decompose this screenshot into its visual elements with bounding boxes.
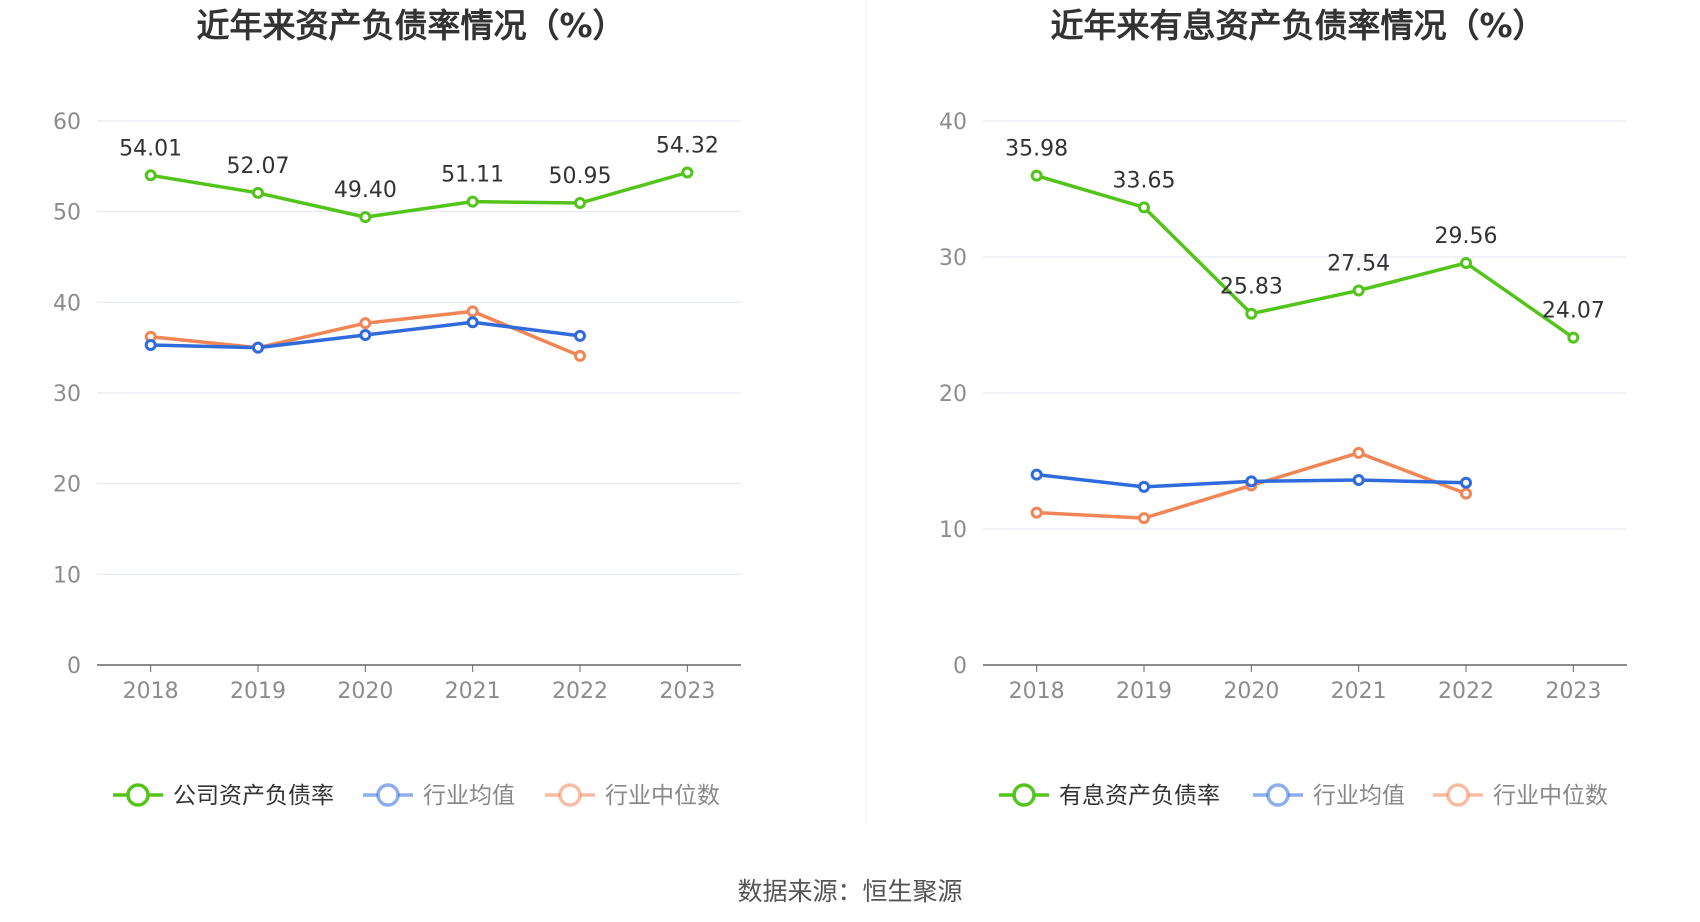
data-label: 27.54 [1327, 251, 1390, 276]
x-tick-label: 2021 [1331, 679, 1387, 704]
y-tick-label: 20 [939, 382, 967, 407]
legend-label: 行业均值 [1313, 783, 1405, 809]
x-tick-label: 2019 [230, 679, 286, 704]
data-point [1138, 512, 1150, 525]
legend-label: 有息资产负债率 [1059, 783, 1220, 809]
data-point [359, 211, 372, 224]
data-point [1460, 476, 1472, 489]
x-tick-label: 2020 [337, 679, 393, 704]
legend-marker [376, 783, 400, 807]
data-point [574, 197, 586, 210]
data-label: 49.40 [334, 178, 397, 203]
data-point [1460, 487, 1472, 500]
data-label: 54.32 [656, 133, 719, 158]
x-tick-label: 2022 [1438, 679, 1494, 704]
data-point [466, 305, 479, 318]
y-tick-label: 60 [53, 110, 81, 135]
data-point [1352, 474, 1365, 487]
y-tick-label: 20 [53, 473, 81, 498]
y-tick-label: 10 [939, 518, 967, 543]
data-point [144, 169, 157, 182]
data-point [252, 341, 264, 354]
data-label: 33.65 [1113, 168, 1176, 193]
legend-label: 行业中位数 [605, 783, 720, 809]
data-point [574, 349, 586, 362]
data-point [1460, 256, 1472, 269]
legend-marker [558, 783, 582, 807]
y-tick-label: 30 [939, 246, 967, 271]
data-point [1352, 284, 1365, 297]
legend-marker [1012, 783, 1036, 807]
y-tick-label: 10 [53, 563, 81, 588]
data-point [359, 328, 372, 341]
y-tick-label: 0 [953, 654, 967, 679]
data-point [1567, 331, 1580, 344]
data-point [466, 195, 479, 208]
y-tick-label: 40 [939, 110, 967, 135]
data-point [1030, 506, 1043, 519]
legend-marker [1446, 783, 1470, 807]
data-label: 52.07 [227, 154, 290, 179]
data-point [574, 329, 586, 342]
legend-label: 公司资产负债率 [173, 783, 334, 809]
data-label: 29.56 [1435, 224, 1498, 249]
x-tick-label: 2019 [1116, 679, 1172, 704]
data-label: 25.83 [1220, 275, 1283, 300]
legend-label: 行业中位数 [1493, 783, 1608, 809]
x-tick-label: 2018 [1009, 679, 1065, 704]
x-tick-label: 2022 [552, 679, 608, 704]
legend-marker [126, 783, 150, 807]
legend-marker [1266, 783, 1290, 807]
data-point [1352, 446, 1365, 459]
data-label: 24.07 [1542, 299, 1605, 324]
data-label: 54.01 [119, 136, 182, 161]
x-tick-label: 2021 [445, 679, 501, 704]
data-point [1138, 480, 1150, 493]
data-label: 50.95 [549, 164, 612, 189]
series-line-1-0 [1036, 173, 1575, 340]
series-line-0-0 [150, 170, 688, 219]
x-tick-label: 2023 [659, 679, 715, 704]
y-tick-label: 50 [53, 201, 81, 226]
data-point [1030, 468, 1043, 481]
data-point [144, 338, 157, 351]
data-source: 数据来源：恒生聚源 [737, 877, 963, 906]
x-tick-label: 2020 [1223, 679, 1279, 704]
data-point [252, 186, 264, 199]
data-label: 35.98 [1005, 137, 1068, 162]
data-point [359, 317, 372, 330]
x-tick-label: 2023 [1545, 679, 1601, 704]
y-tick-label: 40 [53, 291, 81, 316]
data-point [681, 166, 694, 179]
legend-label: 行业均值 [423, 783, 515, 809]
data-point [1138, 201, 1150, 214]
chart-title-0: 近年来资产负债率情况（%） [196, 6, 625, 45]
data-point [1245, 307, 1258, 320]
y-tick-label: 0 [67, 654, 81, 679]
data-point [1030, 169, 1043, 182]
data-point [466, 316, 479, 329]
data-label: 51.11 [441, 163, 504, 188]
chart-title-1: 近年来有息资产负债率情况（%） [1050, 6, 1545, 45]
data-point [1245, 475, 1258, 488]
y-tick-label: 30 [53, 382, 81, 407]
x-tick-label: 2018 [123, 679, 179, 704]
